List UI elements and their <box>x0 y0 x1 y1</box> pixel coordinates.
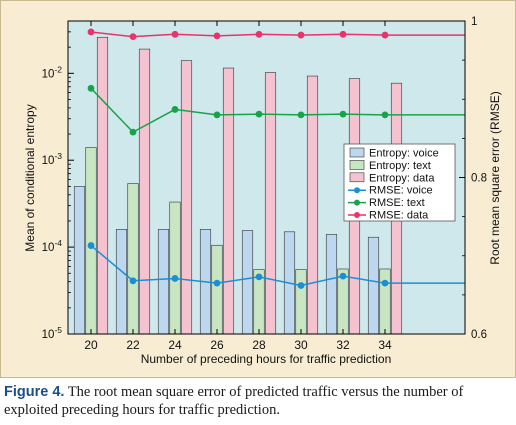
x-tick-label: 34 <box>378 338 392 352</box>
point-rmse-text <box>129 128 137 136</box>
left-tick-label: 10-2 <box>42 64 63 80</box>
legend-swatch <box>349 172 365 183</box>
bar-entropy-data <box>180 60 193 335</box>
point-rmse-data <box>171 30 179 38</box>
point-rmse-voice <box>87 242 95 249</box>
right-tick-label: 0.6 <box>471 329 487 341</box>
point-rmse-voice <box>381 279 389 287</box>
point-rmse-text <box>213 111 221 119</box>
bar-entropy-data <box>222 67 235 335</box>
point-rmse-data <box>381 31 389 39</box>
point-rmse-voice <box>297 282 305 289</box>
x-tick-label: 28 <box>252 338 266 352</box>
point-rmse-text <box>339 110 347 118</box>
point-rmse-text <box>381 111 389 119</box>
legend-label: Entropy: text <box>369 160 431 172</box>
left-tick-label: 10-4 <box>42 238 63 254</box>
bar-entropy-data <box>138 48 151 335</box>
point-rmse-voice <box>339 272 347 280</box>
point-rmse-data <box>87 28 95 36</box>
bar-entropy-text <box>127 183 139 335</box>
x-tick-label: 32 <box>336 338 350 352</box>
left-axis-label: Mean of conditional entropy <box>23 104 37 251</box>
x-tick-label: 26 <box>210 338 224 352</box>
figure-caption: Figure 4. The root mean square error of … <box>4 383 512 419</box>
bar-entropy-text <box>85 147 97 335</box>
x-axis-label: Number of preceding hours for traffic pr… <box>141 352 392 366</box>
point-rmse-data <box>255 30 263 38</box>
point-rmse-voice <box>171 275 179 282</box>
legend-marker <box>354 199 360 206</box>
point-rmse-voice <box>129 277 137 285</box>
point-rmse-data <box>297 31 305 39</box>
bar-entropy-voice <box>73 186 86 335</box>
legend-label: Entropy: voice <box>369 148 439 160</box>
point-rmse-data <box>339 30 347 38</box>
point-rmse-data <box>213 32 221 40</box>
bar-entropy-text <box>379 268 391 335</box>
bar-entropy-text <box>169 201 181 335</box>
x-tick-label: 30 <box>294 338 308 352</box>
figure-panel: 20 22 24 26 28 30 32 34 10-5 10-4 10-3 10-2 0.6 0.8 1 … <box>0 0 516 378</box>
legend-swatch <box>349 160 365 170</box>
legend-label: RMSE: text <box>369 197 425 209</box>
bar-entropy-voice <box>157 229 170 335</box>
legend-swatch <box>349 147 365 158</box>
point-rmse-data <box>129 33 137 41</box>
point-rmse-voice <box>213 279 221 287</box>
legend-marker <box>354 187 360 194</box>
legend-label: RMSE: data <box>369 210 429 222</box>
point-rmse-text <box>255 110 263 118</box>
bar-entropy-voice <box>241 230 254 335</box>
caption-label: Figure 4. <box>4 384 65 400</box>
right-tick-label: 1 <box>471 16 477 28</box>
bar-entropy-text <box>211 244 223 335</box>
point-rmse-text <box>87 84 95 92</box>
bar-entropy-data <box>264 72 277 335</box>
legend-label: RMSE: voice <box>369 185 433 197</box>
left-tick-label: 10-5 <box>42 325 63 341</box>
bar-entropy-voice <box>325 234 338 335</box>
bar-entropy-text <box>295 269 307 335</box>
x-tick-label: 20 <box>84 338 98 352</box>
legend-marker <box>354 212 360 218</box>
legend-label: Entropy: data <box>369 172 435 184</box>
left-tick-label: 10-3 <box>42 151 63 167</box>
x-tick-label: 24 <box>168 338 182 352</box>
bar-entropy-voice <box>367 236 380 335</box>
x-tick-label: 22 <box>126 338 140 352</box>
point-rmse-voice <box>255 273 263 281</box>
point-rmse-text <box>297 111 305 119</box>
point-rmse-text <box>171 106 179 113</box>
right-axis-label: Root mean square error (RMSE) <box>488 91 502 264</box>
bar-entropy-voice <box>115 229 128 335</box>
caption-text: The root mean square error of predicted … <box>4 384 464 418</box>
bar-entropy-data <box>96 36 109 335</box>
chart: 20 22 24 26 28 30 32 3410-510-410-310-20.60.81 … <box>23 16 502 366</box>
right-tick-label: 0.8 <box>471 173 487 185</box>
